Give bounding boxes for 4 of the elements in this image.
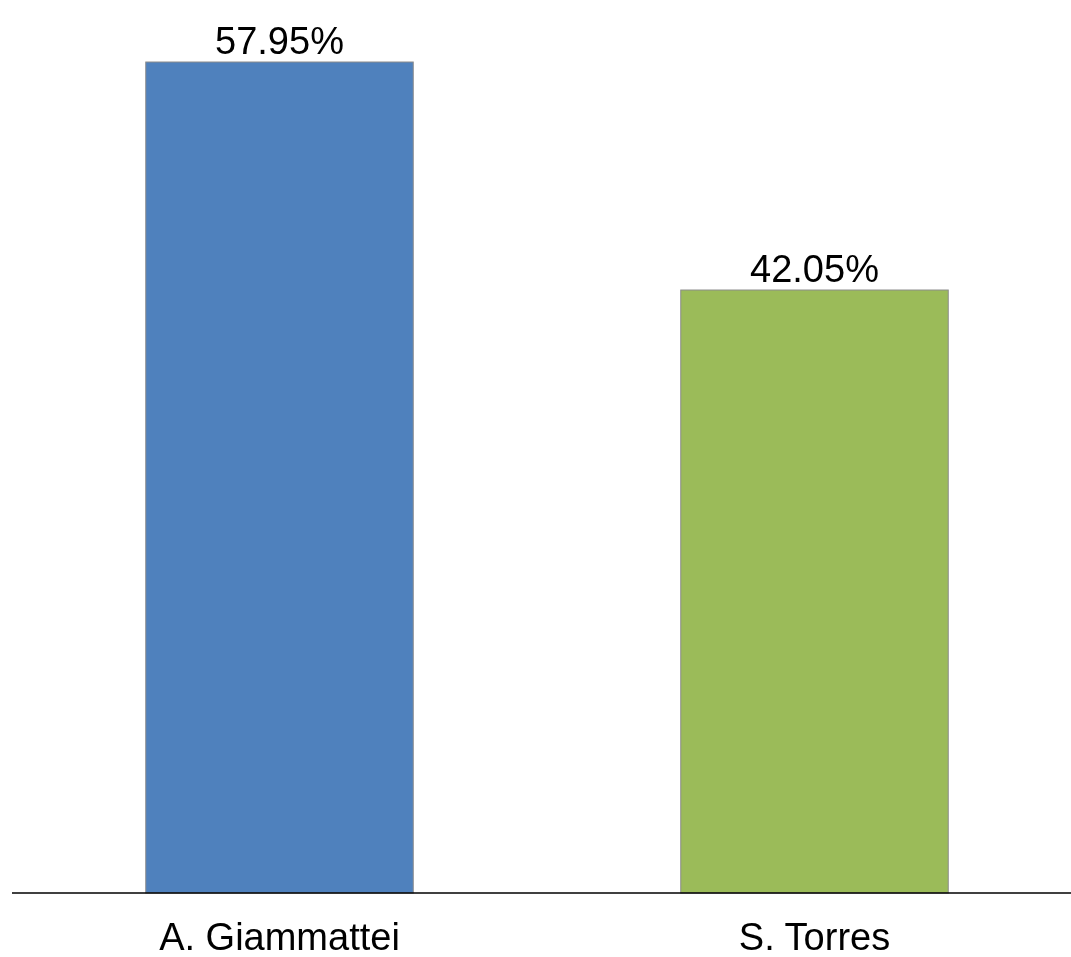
data-label: 42.05% [750,248,879,291]
x-tick-label: A. Giammattei [159,916,400,957]
data-label: 57.95% [215,20,344,62]
x-tick-label: S. Torres [738,916,891,957]
